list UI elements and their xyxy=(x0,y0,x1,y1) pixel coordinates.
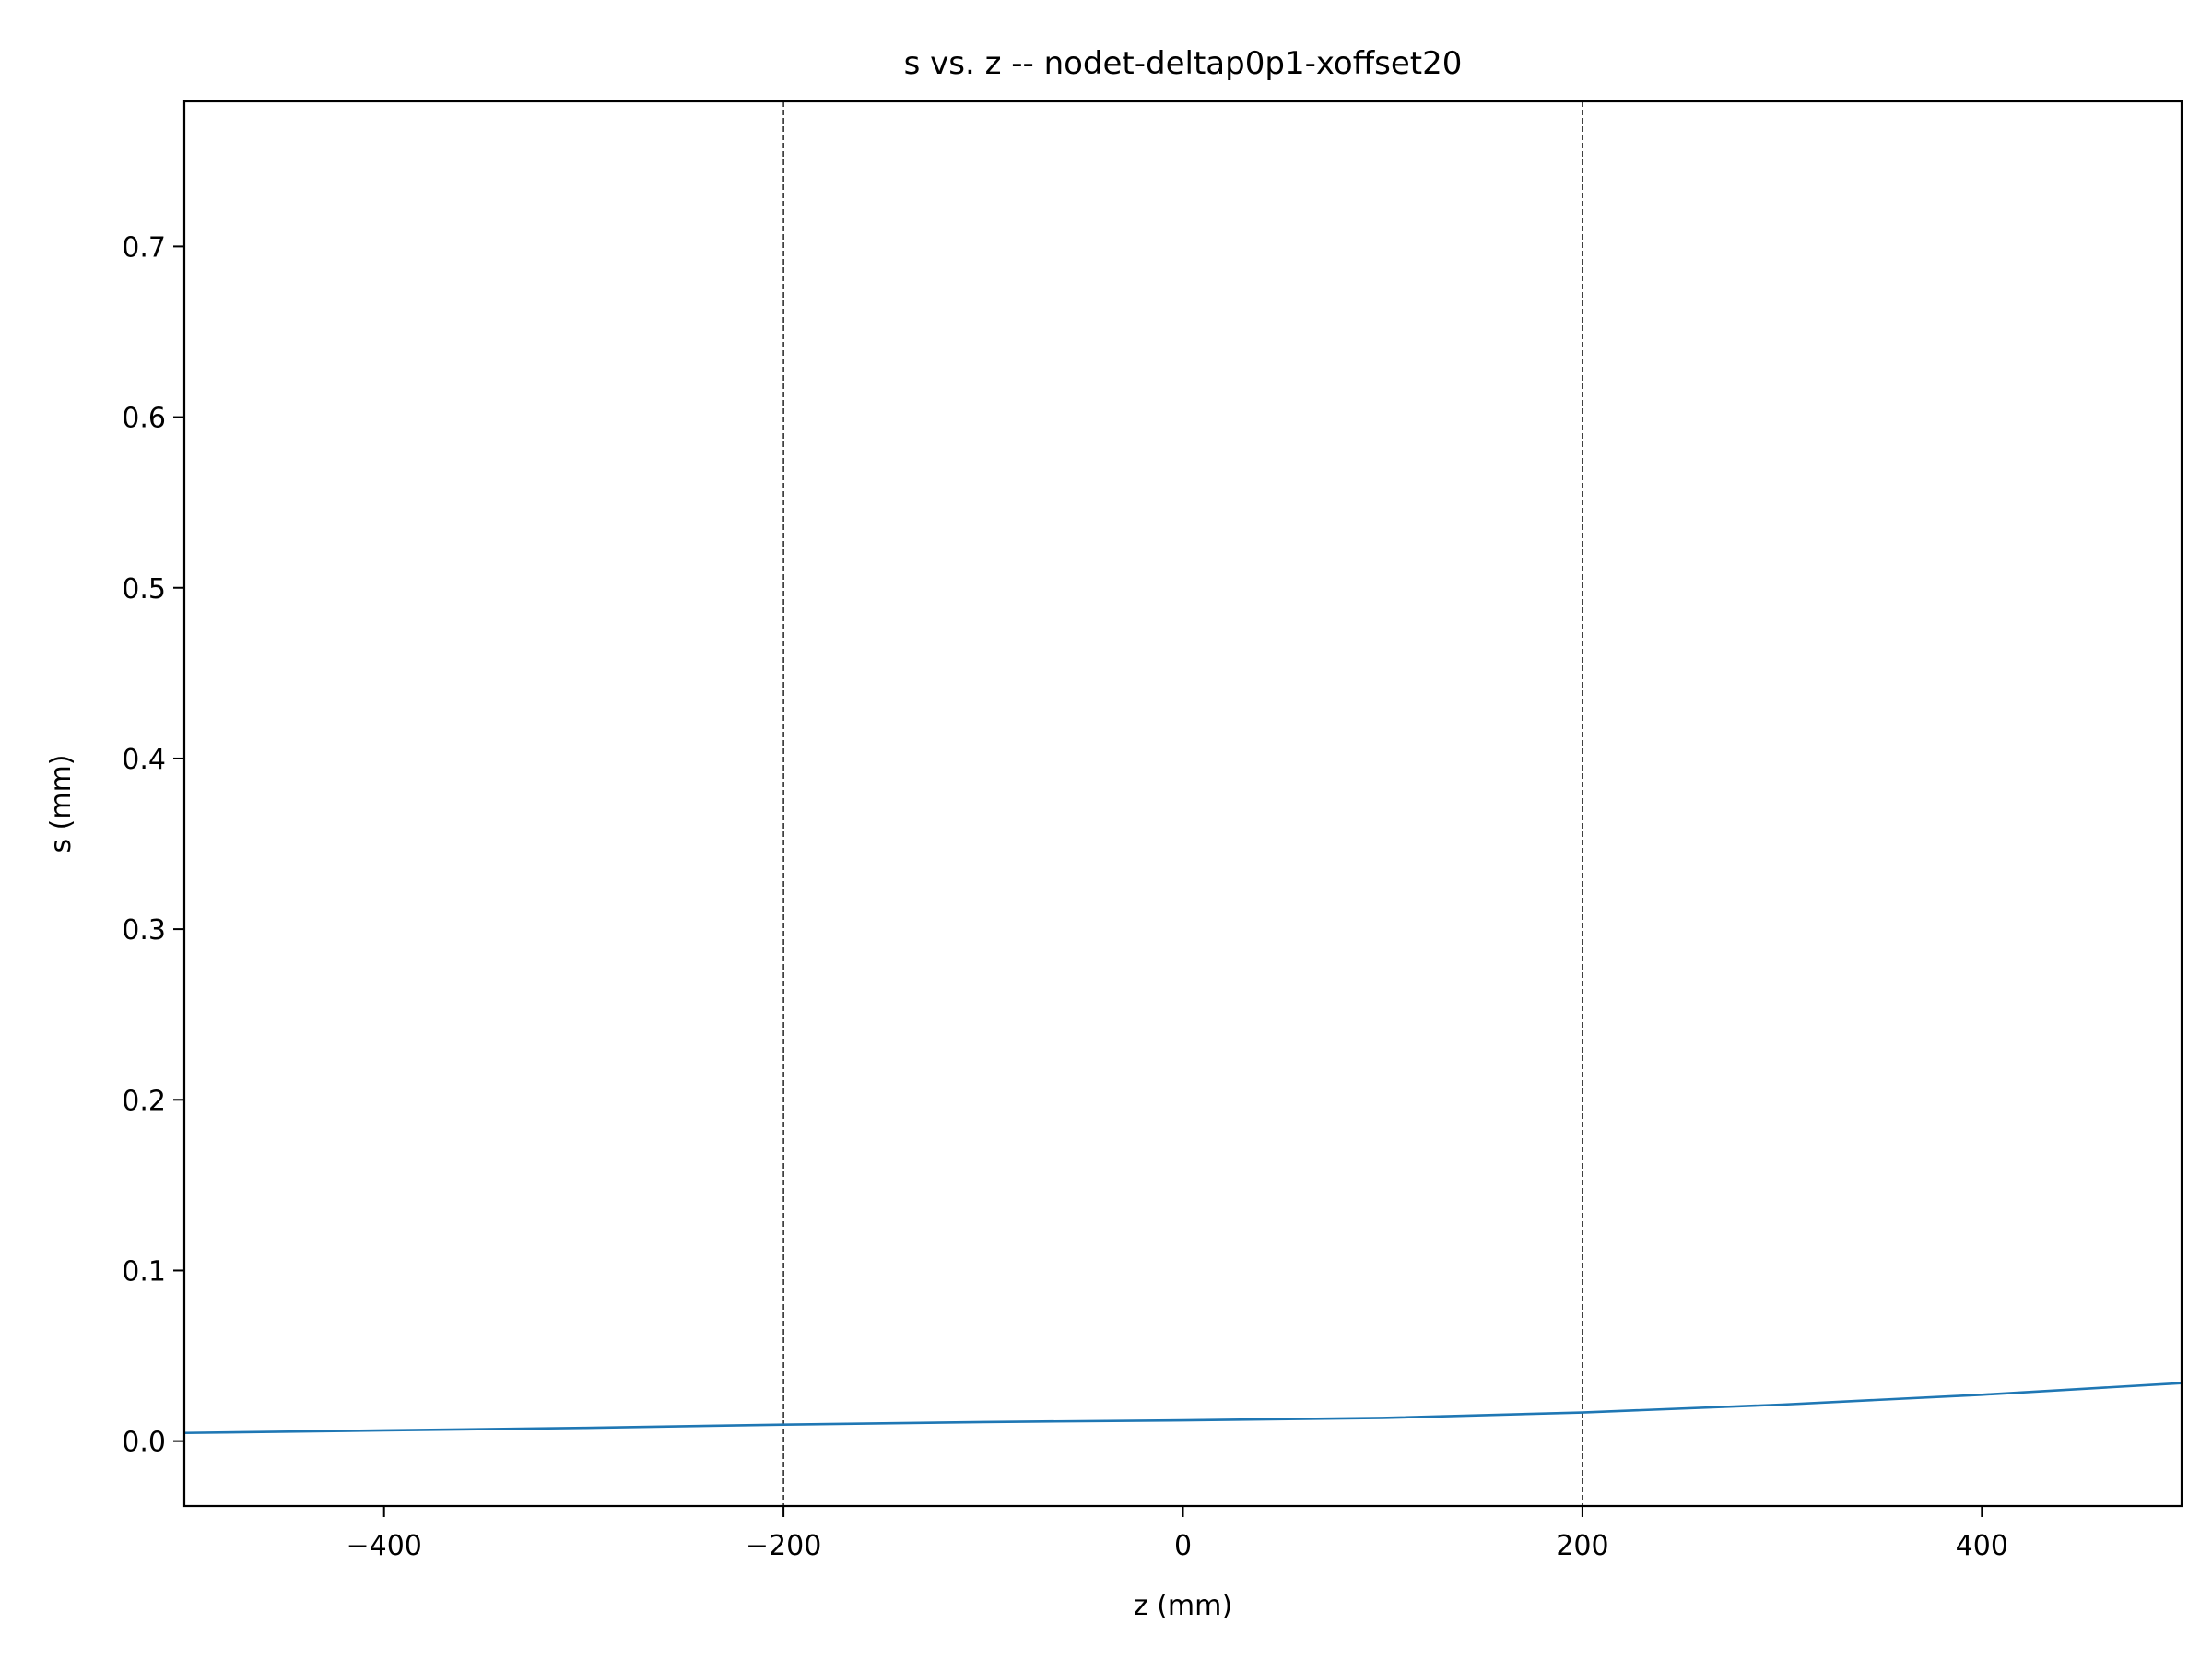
y-tick-label: 0.2 xyxy=(122,1085,166,1117)
y-tick-label: 0.4 xyxy=(122,744,166,776)
y-axis-ticks: 0.0 0.1 0.2 0.3 0.4 0.5 0.6 0.7 xyxy=(122,231,184,1459)
x-tick-label: −200 xyxy=(746,1530,821,1562)
plot-area-background xyxy=(184,101,2182,1506)
x-axis-ticks: −400 −200 0 200 400 xyxy=(346,1506,2008,1562)
chart-title: s vs. z -- nodet-deltap0p1-xoffset20 xyxy=(904,45,1463,82)
y-tick-label: 0.0 xyxy=(122,1427,166,1459)
y-tick-label: 0.5 xyxy=(122,573,166,606)
x-tick-label: 400 xyxy=(1956,1530,2008,1562)
y-tick-label: 0.6 xyxy=(122,403,166,435)
x-tick-label: 200 xyxy=(1556,1530,1608,1562)
y-tick-label: 0.1 xyxy=(122,1255,166,1288)
y-tick-label: 0.3 xyxy=(122,914,166,947)
series-layer xyxy=(183,1382,2183,1435)
x-tick-label: −400 xyxy=(346,1530,421,1562)
x-axis-label: z (mm) xyxy=(1134,1590,1232,1622)
y-axis-label: s (mm) xyxy=(45,754,77,853)
series-line-0 xyxy=(183,1382,2183,1435)
y-tick-label: 0.7 xyxy=(122,231,166,264)
reference-lines xyxy=(782,101,1583,1506)
x-tick-label: 0 xyxy=(1174,1530,1192,1562)
